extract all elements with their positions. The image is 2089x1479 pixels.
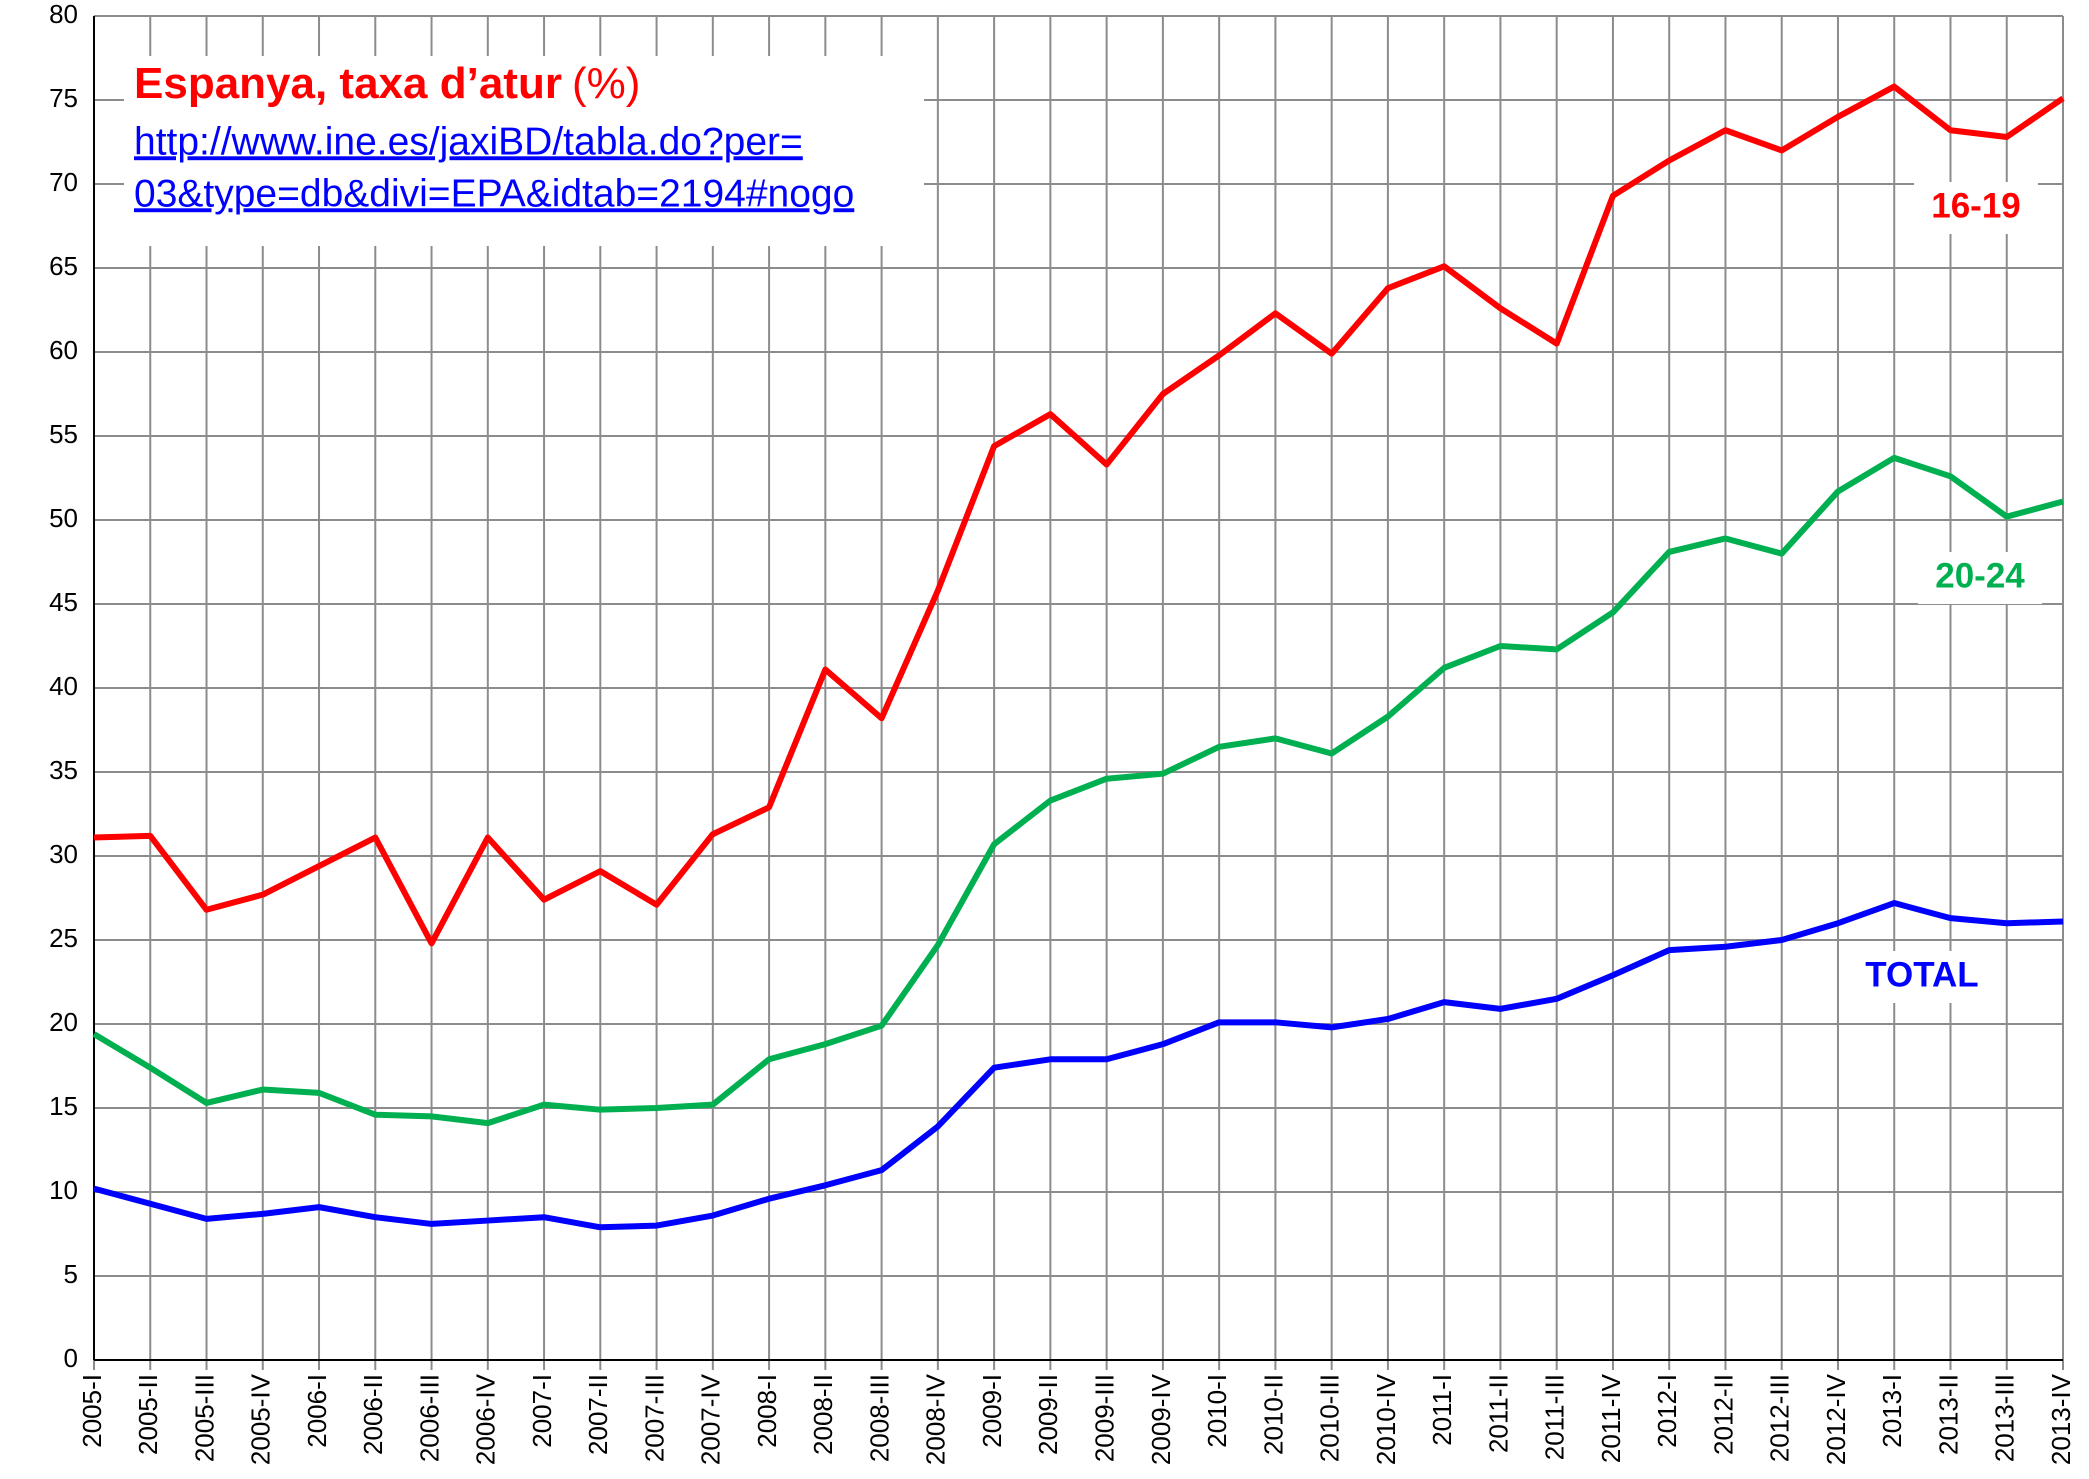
x-tick-label: 2010-III xyxy=(1315,1374,1345,1462)
x-tick-label: 2006-II xyxy=(358,1374,388,1455)
series-line xyxy=(92,454,2064,1127)
x-tick-label: 2009-II xyxy=(1033,1374,1063,1455)
y-tick-label: 10 xyxy=(49,1175,78,1205)
x-tick-label: 2009-I xyxy=(977,1374,1007,1448)
y-tick-label: 0 xyxy=(64,1343,78,1373)
source-link[interactable]: http://www.ine.es/jaxiBD/tabla.do?per= xyxy=(134,120,803,163)
x-tick-label: 2010-I xyxy=(1202,1374,1232,1448)
x-tick-label: 2012-IV xyxy=(1821,1373,1851,1465)
x-tick-label: 2006-III xyxy=(414,1374,444,1462)
y-tick-label: 55 xyxy=(49,419,78,449)
x-tick-label: 2011-I xyxy=(1427,1374,1457,1446)
x-tick-label: 2009-III xyxy=(1090,1374,1120,1462)
x-tick-label: 2011-IV xyxy=(1596,1373,1626,1463)
y-tick-label: 65 xyxy=(49,251,78,281)
series-label: 16-19 xyxy=(1931,186,2021,225)
x-tick-label: 2012-I xyxy=(1652,1374,1682,1448)
x-tick-label: 2013-I xyxy=(1877,1374,1907,1448)
chart-title-group: Espanya, taxa d’atur (%) xyxy=(134,59,640,108)
x-tick-label: 2007-II xyxy=(583,1374,613,1455)
y-tick-label: 40 xyxy=(49,671,78,701)
title-unit: (%) xyxy=(572,59,640,108)
x-tick-label: 2006-I xyxy=(302,1374,332,1448)
y-tick-label: 35 xyxy=(49,755,78,785)
x-tick-label: 2008-II xyxy=(808,1374,838,1455)
x-tick-label: 2005-II xyxy=(133,1374,163,1455)
x-tick-label: 2005-III xyxy=(189,1374,219,1462)
series-labels: 16-19 20-24 TOTAL xyxy=(1860,182,2042,1003)
y-tick-label: 30 xyxy=(49,839,78,869)
title-box xyxy=(124,56,924,246)
lines xyxy=(92,83,2065,1231)
y-tick-label: 15 xyxy=(49,1091,78,1121)
x-tick-label: 2010-II xyxy=(1258,1374,1288,1455)
y-tick-label: 75 xyxy=(49,83,78,113)
x-tick-label: 2011-III xyxy=(1540,1374,1570,1460)
y-tick-label: 70 xyxy=(49,167,78,197)
series-label-bg xyxy=(1918,552,2042,604)
x-tick-label: 2011-II xyxy=(1483,1374,1513,1453)
y-tick-label: 25 xyxy=(49,923,78,953)
x-tick-label: 2013-II xyxy=(1933,1374,1963,1455)
x-tick-label: 2006-IV xyxy=(471,1373,501,1465)
series-label: TOTAL xyxy=(1865,955,1978,994)
y-tick-label: 50 xyxy=(49,503,78,533)
y-tick-label: 45 xyxy=(49,587,78,617)
y-tick-label: 20 xyxy=(49,1007,78,1037)
series-line xyxy=(93,83,2065,947)
x-tick-label: 2008-III xyxy=(864,1374,894,1462)
series-label-bg xyxy=(1914,182,2038,234)
y-tick-label: 5 xyxy=(64,1259,78,1289)
y-tick-label: 80 xyxy=(49,0,78,29)
y-tick-label: 60 xyxy=(49,335,78,365)
x-tick-label: 2010-IV xyxy=(1371,1373,1401,1465)
x-tick-label: 2005-IV xyxy=(246,1373,276,1465)
x-tick-label: 2007-III xyxy=(639,1374,669,1462)
x-tick-label: 2007-I xyxy=(527,1374,557,1448)
x-tick-label: 2009-IV xyxy=(1146,1373,1176,1465)
x-tick-label: 2007-IV xyxy=(696,1373,726,1465)
x-tick-label: 2008-IV xyxy=(921,1373,951,1465)
series-label: 20-24 xyxy=(1935,556,2025,595)
source-link[interactable]: 03&type=db&divi=EPA&idtab=2194#nogo xyxy=(134,172,854,215)
series-line xyxy=(93,900,2064,1231)
x-tick-label: 2012-II xyxy=(1708,1374,1738,1455)
series-label-bg xyxy=(1860,951,1984,1003)
x-tick-label: 2013-IV xyxy=(2046,1373,2076,1465)
x-tick-label: 2013-III xyxy=(1990,1374,2020,1462)
chart-title: Espanya, taxa d’atur xyxy=(134,59,562,108)
x-tick-label: 2012-III xyxy=(1765,1374,1795,1462)
x-tick-label: 2005-I xyxy=(77,1374,107,1448)
grid: 0 5 10 15 20 25 30 35 40 45 50 55 60 65 70 75 80 2005-I 20… xyxy=(49,0,2076,1465)
x-tick-label: 2008-I xyxy=(752,1374,782,1448)
